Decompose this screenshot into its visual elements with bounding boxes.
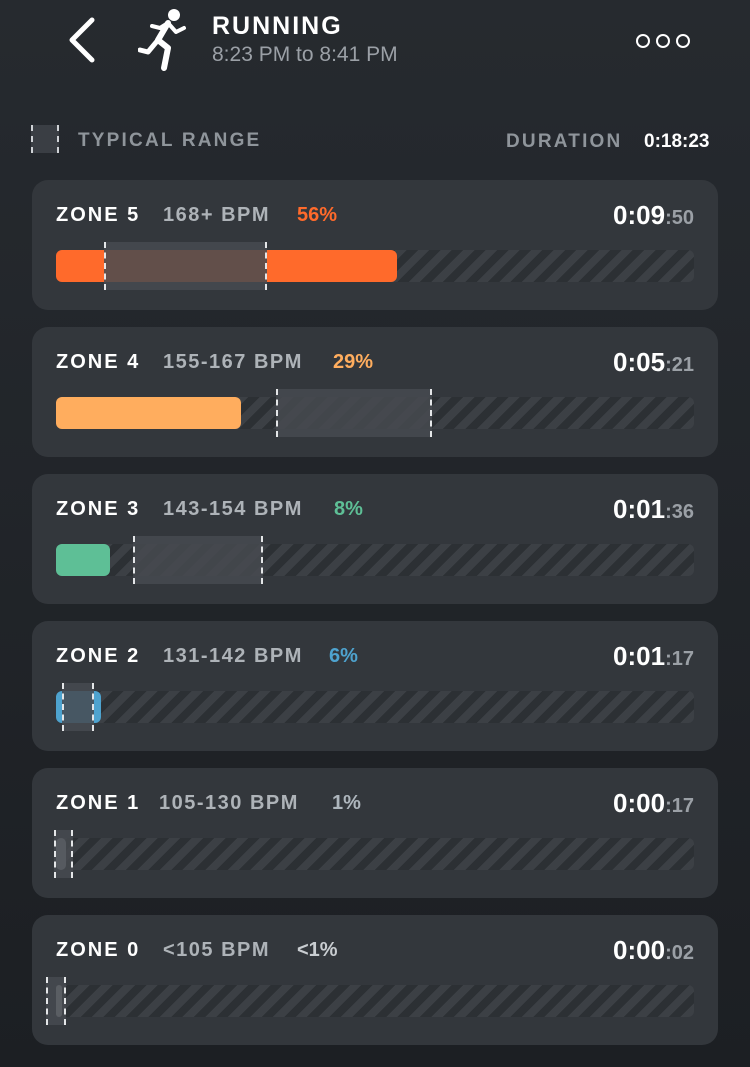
typical-range-marker xyxy=(54,830,73,878)
zone-duration-seconds: :17 xyxy=(665,648,694,670)
zone-progress-track xyxy=(56,536,694,584)
typical-range-marker xyxy=(103,242,267,290)
zone-duration-seconds: :02 xyxy=(665,942,694,964)
zone-card[interactable]: ZONE 1 105-130 BPM 1% 0:00:17 xyxy=(32,768,718,898)
duration-value: 0:18:23 xyxy=(644,131,710,152)
zone-name: ZONE 5 xyxy=(56,204,141,226)
dot-icon xyxy=(676,34,690,48)
zone-bpm-range: 105-130 BPM xyxy=(159,792,299,814)
activity-header: RUNNING 8:23 PM to 8:41 PM xyxy=(0,0,750,100)
zone-bpm-range: 155-167 BPM xyxy=(163,351,303,373)
zone-duration: 0:01:36 xyxy=(613,494,694,525)
zone-progress-track xyxy=(54,830,694,878)
zone-progress-track xyxy=(56,242,694,290)
dot-icon xyxy=(636,34,650,48)
zone-duration-seconds: :21 xyxy=(665,354,694,376)
zone-progress-track xyxy=(56,683,694,731)
zone-progress-track xyxy=(56,389,694,437)
duration-label: DURATION xyxy=(506,131,623,152)
zone-percent: 1% xyxy=(332,792,361,814)
zone-duration-main: 0:01 xyxy=(613,641,666,671)
zone-percent: 29% xyxy=(333,351,374,373)
zone-card[interactable]: ZONE 4 155-167 BPM 29% 0:05:21 xyxy=(32,327,718,457)
chevron-left-icon xyxy=(69,17,95,63)
zone-duration: 0:09:50 xyxy=(613,200,694,231)
zone-name: ZONE 3 xyxy=(56,498,141,520)
runner-icon xyxy=(137,8,190,72)
zone-percent: <1% xyxy=(297,939,338,961)
zone-bpm-range: <105 BPM xyxy=(163,939,271,961)
zone-name: ZONE 1 xyxy=(56,792,141,814)
zone-duration-main: 0:05 xyxy=(613,347,666,377)
zone-card[interactable]: ZONE 5 168+ BPM 56% 0:09:50 xyxy=(32,180,718,310)
back-button[interactable] xyxy=(62,14,106,66)
zone-duration-seconds: :36 xyxy=(665,501,694,523)
zone-card[interactable]: ZONE 0 <105 BPM <1% 0:00:02 xyxy=(32,915,718,1045)
dot-icon xyxy=(656,34,670,48)
zone-percent: 6% xyxy=(329,645,358,667)
zone-name: ZONE 4 xyxy=(56,351,141,373)
zone-duration: 0:05:21 xyxy=(613,347,694,378)
zone-bpm-range: 143-154 BPM xyxy=(163,498,303,520)
zone-duration-seconds: :17 xyxy=(665,795,694,817)
zone-progress-fill xyxy=(56,397,242,429)
zone-bpm-range: 168+ BPM xyxy=(163,204,271,226)
typical-range-swatch-icon xyxy=(31,125,59,153)
zone-percent: 56% xyxy=(297,204,338,226)
zone-duration-main: 0:00 xyxy=(613,935,666,965)
zone-duration-main: 0:09 xyxy=(613,200,666,230)
zone-duration: 0:00:02 xyxy=(613,935,694,966)
zone-duration-seconds: :50 xyxy=(665,207,694,229)
zone-percent: 8% xyxy=(334,498,363,520)
zone-progress-fill xyxy=(56,544,111,576)
zone-name: ZONE 2 xyxy=(56,645,141,667)
zone-duration-main: 0:00 xyxy=(613,788,666,818)
zone-duration: 0:01:17 xyxy=(613,641,694,672)
zone-progress-track xyxy=(46,977,694,1025)
typical-range-marker xyxy=(132,536,264,584)
activity-title: RUNNING xyxy=(212,12,343,40)
zone-duration: 0:00:17 xyxy=(613,788,694,819)
typical-range-label: TYPICAL RANGE xyxy=(78,130,262,151)
zone-card[interactable]: ZONE 2 131-142 BPM 6% 0:01:17 xyxy=(32,621,718,751)
zone-name: ZONE 0 xyxy=(56,939,141,961)
typical-range-marker xyxy=(276,389,433,437)
zone-duration-main: 0:01 xyxy=(613,494,666,524)
typical-range-marker xyxy=(46,977,66,1025)
zone-bpm-range: 131-142 BPM xyxy=(163,645,303,667)
activity-time-range: 8:23 PM to 8:41 PM xyxy=(212,43,398,66)
zone-card[interactable]: ZONE 3 143-154 BPM 8% 0:01:36 xyxy=(32,474,718,604)
more-options-icon[interactable] xyxy=(636,30,696,52)
typical-range-marker xyxy=(62,683,95,731)
